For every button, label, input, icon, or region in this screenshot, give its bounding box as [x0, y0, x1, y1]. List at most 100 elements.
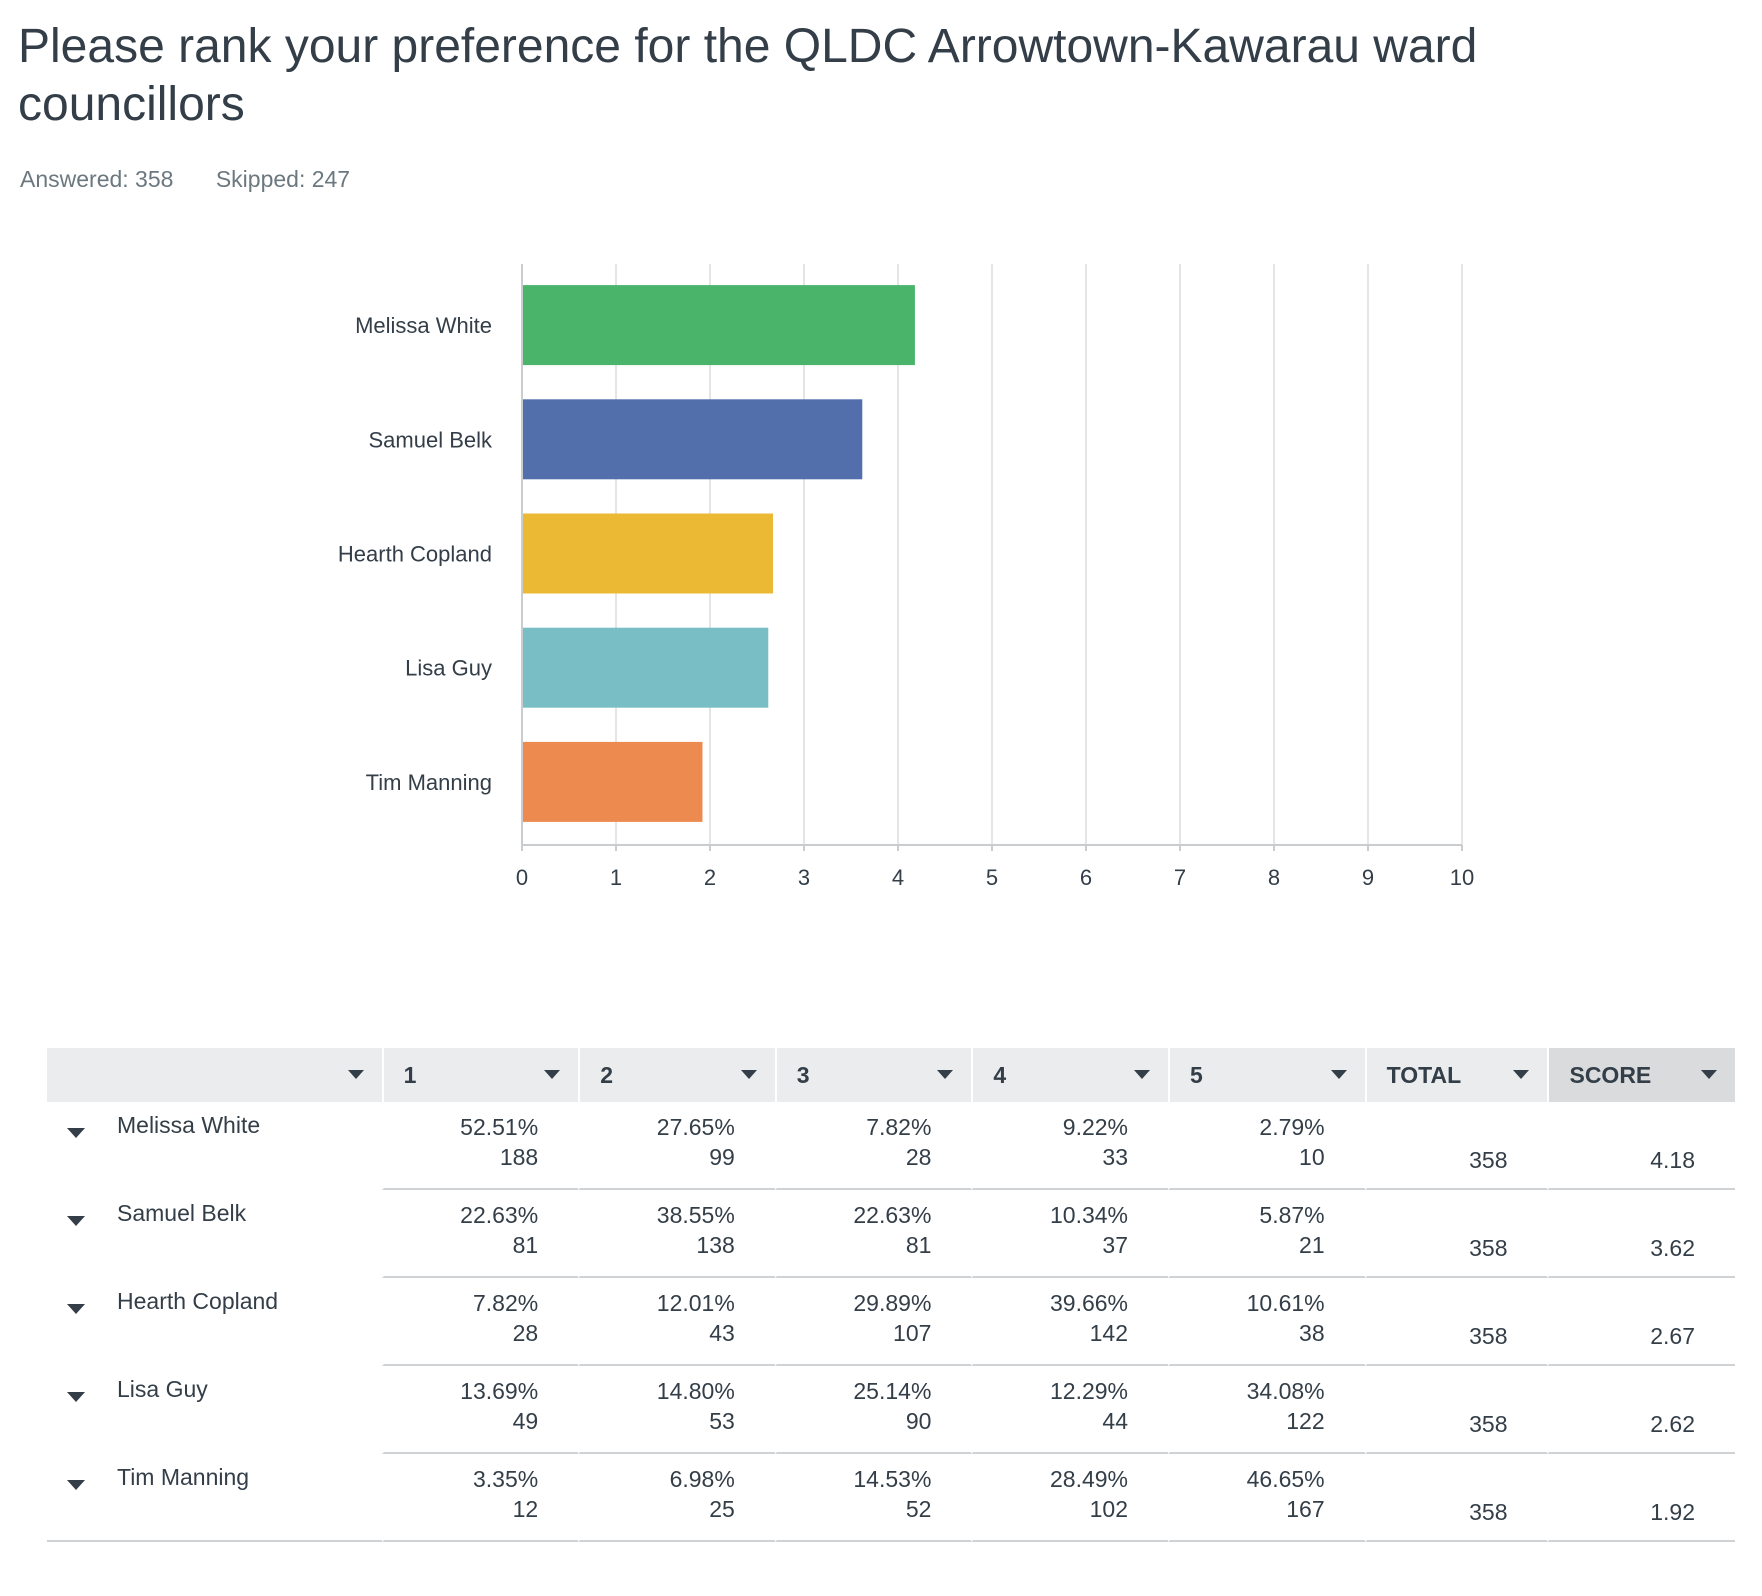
- rank-count: 53: [709, 1408, 735, 1434]
- bar-label: Melissa White: [355, 313, 492, 338]
- rank-cell: 6.98% 25: [578, 1454, 775, 1542]
- rank-percent: 10.61%: [1246, 1290, 1325, 1316]
- column-header-total[interactable]: TOTAL: [1364, 1048, 1548, 1102]
- x-tick-label: 2: [704, 865, 716, 890]
- rank-cell: 22.63% 81: [381, 1190, 579, 1278]
- rank-cell: 39.66% 142: [971, 1278, 1169, 1366]
- rank-count: 10: [1299, 1144, 1325, 1170]
- rank-count: 28: [905, 1144, 932, 1170]
- rank-count: 44: [1102, 1408, 1129, 1434]
- row-name: Lisa Guy: [117, 1376, 208, 1402]
- sort-caret-icon[interactable]: [1513, 1070, 1530, 1079]
- rank-cell: 29.89% 107: [774, 1278, 972, 1366]
- row-name-cell: Hearth Copland: [47, 1278, 382, 1366]
- rank-count: 142: [1089, 1320, 1129, 1346]
- column-header-3[interactable]: 3: [774, 1048, 972, 1102]
- total-cell: 358: [1364, 1366, 1548, 1454]
- rank-percent: 27.65%: [656, 1114, 735, 1140]
- sort-caret-icon[interactable]: [544, 1070, 561, 1079]
- column-header-label: TOTAL: [1386, 1061, 1462, 1088]
- rank-cell: 5.87% 21: [1168, 1190, 1365, 1278]
- rank-count: 52: [905, 1496, 932, 1522]
- sort-caret-icon[interactable]: [740, 1070, 757, 1079]
- rank-count: 21: [1299, 1232, 1325, 1258]
- rank-count: 167: [1286, 1496, 1325, 1522]
- rank-count: 25: [709, 1496, 735, 1522]
- page-title: Please rank your preference for the QLDC…: [18, 20, 1478, 131]
- answered-count: Answered: 358: [20, 166, 174, 192]
- sort-caret-icon[interactable]: [937, 1070, 954, 1079]
- column-header-label: 3: [796, 1061, 810, 1088]
- rank-percent: 28.49%: [1050, 1466, 1129, 1492]
- table-row: Melissa White 52.51% 188 27.65% 99 7.82% 28 9.2…: [47, 1102, 1735, 1190]
- column-header-label: 4: [993, 1061, 1007, 1088]
- rank-cell: 12.01% 43: [578, 1278, 775, 1366]
- expand-caret-icon[interactable]: [67, 1216, 85, 1226]
- results-table-wrap: 1 2 3 4 5 TOTAL SCORE Melissa White 52.51% 188 27…: [47, 1048, 1735, 1542]
- column-header-label: 2: [600, 1061, 613, 1088]
- rank-count: 28: [512, 1320, 539, 1346]
- sort-caret-icon[interactable]: [1330, 1070, 1347, 1079]
- rank-percent: 5.87%: [1259, 1202, 1325, 1228]
- column-header-label: 1: [403, 1061, 417, 1088]
- x-tick-label: 7: [1174, 865, 1186, 890]
- bar-samuel-belk: [523, 399, 863, 480]
- rank-cell: 27.65% 99: [578, 1102, 775, 1190]
- column-header-score[interactable]: SCORE: [1547, 1048, 1735, 1102]
- table-row: Samuel Belk 22.63% 81 38.55% 138 22.63% 81 10.3…: [47, 1190, 1735, 1278]
- rank-cell: 38.55% 138: [578, 1190, 775, 1278]
- rank-percent: 14.53%: [853, 1466, 932, 1492]
- column-header-4[interactable]: 4: [971, 1048, 1169, 1102]
- row-name: Tim Manning: [117, 1464, 250, 1490]
- expand-caret-icon[interactable]: [67, 1304, 85, 1314]
- rank-cell: 22.63% 81: [774, 1190, 972, 1278]
- column-header-1[interactable]: 1: [381, 1048, 579, 1102]
- bar-chart: 0 1 2 3 4 5 6 7 8 9 10 Melissa White Samuel Belk Hear…: [338, 264, 1474, 890]
- x-tick-label: 8: [1268, 865, 1280, 890]
- column-header-5[interactable]: 5: [1168, 1048, 1365, 1102]
- rank-cell: 25.14% 90: [774, 1366, 972, 1454]
- rank-count: 90: [905, 1408, 932, 1434]
- x-tick-label: 9: [1362, 865, 1374, 890]
- table-header-row: 1 2 3 4 5 TOTAL SCORE: [47, 1048, 1735, 1102]
- bar-label: Tim Manning: [366, 770, 492, 795]
- rank-count: 12: [512, 1496, 539, 1522]
- score-cell: 1.92: [1547, 1454, 1735, 1542]
- rank-percent: 29.89%: [853, 1290, 932, 1316]
- expand-caret-icon[interactable]: [67, 1392, 85, 1402]
- total-cell: 358: [1364, 1190, 1548, 1278]
- expand-caret-icon[interactable]: [67, 1480, 85, 1490]
- rank-count: 99: [709, 1144, 735, 1170]
- column-header-label: SCORE: [1569, 1061, 1652, 1088]
- rank-cell: 10.34% 37: [971, 1190, 1169, 1278]
- sort-caret-icon[interactable]: [347, 1070, 364, 1079]
- rank-percent: 12.29%: [1050, 1378, 1129, 1404]
- expand-caret-icon[interactable]: [67, 1128, 85, 1138]
- score-cell: 2.67: [1547, 1278, 1735, 1366]
- sort-caret-icon[interactable]: [1701, 1070, 1717, 1079]
- table-row: Tim Manning 3.35% 12 6.98% 25 14.53% 52 28.49% 1…: [47, 1454, 1735, 1542]
- rank-percent: 52.51%: [460, 1114, 539, 1140]
- results-table: 1 2 3 4 5 TOTAL SCORE Melissa White 52.51% 188 27…: [47, 1048, 1735, 1542]
- sort-caret-icon[interactable]: [1134, 1070, 1151, 1079]
- bar-lisa-guy: [523, 627, 769, 708]
- column-header-name[interactable]: [47, 1048, 382, 1102]
- row-name: Hearth Copland: [117, 1288, 279, 1314]
- rank-percent: 7.82%: [472, 1290, 539, 1316]
- score-cell: 4.18: [1547, 1102, 1735, 1190]
- x-tick-label: 4: [892, 865, 904, 890]
- rank-percent: 22.63%: [460, 1202, 539, 1228]
- rank-count: 37: [1102, 1232, 1129, 1258]
- rank-percent: 34.08%: [1246, 1378, 1325, 1404]
- rank-cell: 13.69% 49: [381, 1366, 579, 1454]
- column-header-2[interactable]: 2: [578, 1048, 775, 1102]
- rank-count: 33: [1102, 1144, 1129, 1170]
- bar-label: Hearth Copland: [338, 542, 492, 567]
- rank-cell: 7.82% 28: [381, 1278, 579, 1366]
- bar-melissa-white: [523, 285, 915, 366]
- rank-percent: 12.01%: [656, 1290, 735, 1316]
- bar-label: Samuel Belk: [368, 427, 493, 452]
- rank-count: 81: [905, 1232, 932, 1258]
- rank-percent: 38.55%: [656, 1202, 735, 1228]
- rank-cell: 34.08% 122: [1168, 1366, 1365, 1454]
